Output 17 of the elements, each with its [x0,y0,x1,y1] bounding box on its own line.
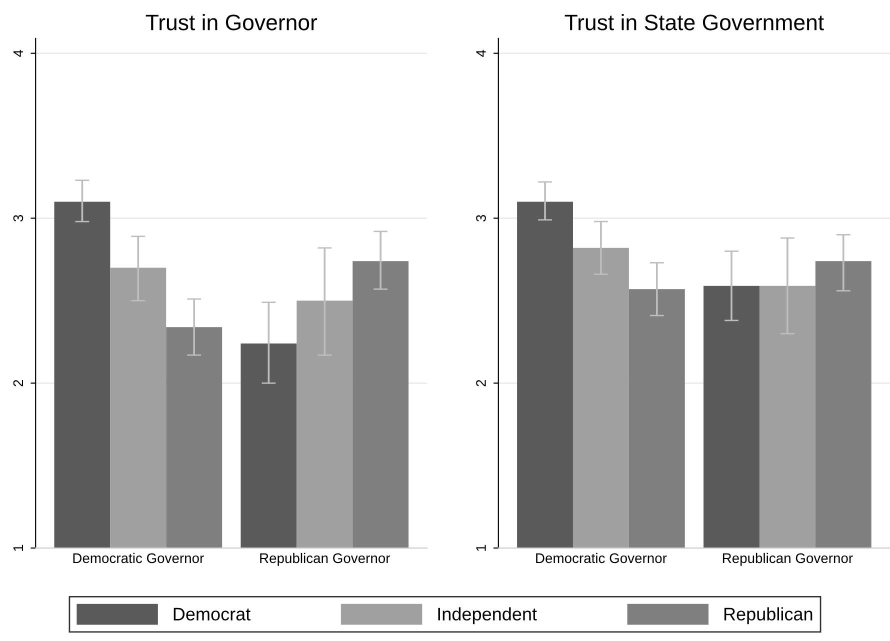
y-tick-label: 4 [476,50,486,57]
x-tick-label: Republican Governor [722,552,853,566]
y-tick-label: 1 [13,544,23,551]
legend-label: Independent [438,607,537,624]
y-tick-label: 1 [476,544,486,551]
y-tick-label: 4 [13,50,23,57]
x-tick-label: Democratic Governor [536,552,667,564]
y-tick-label: 2 [476,380,486,386]
x-tick-label: Republican Governor [260,552,390,566]
y-tick-label: 2 [13,380,23,386]
x-tick-label: Democratic Governor [73,552,204,564]
y-tick-label: 3 [13,214,24,222]
chart-title: Trust in State Government [564,14,824,30]
legend-label: Democrat [174,608,251,621]
y-tick-label: 3 [476,214,486,222]
legend-label: Republican [724,607,812,624]
chart-title: Trust in Governor [146,14,318,30]
